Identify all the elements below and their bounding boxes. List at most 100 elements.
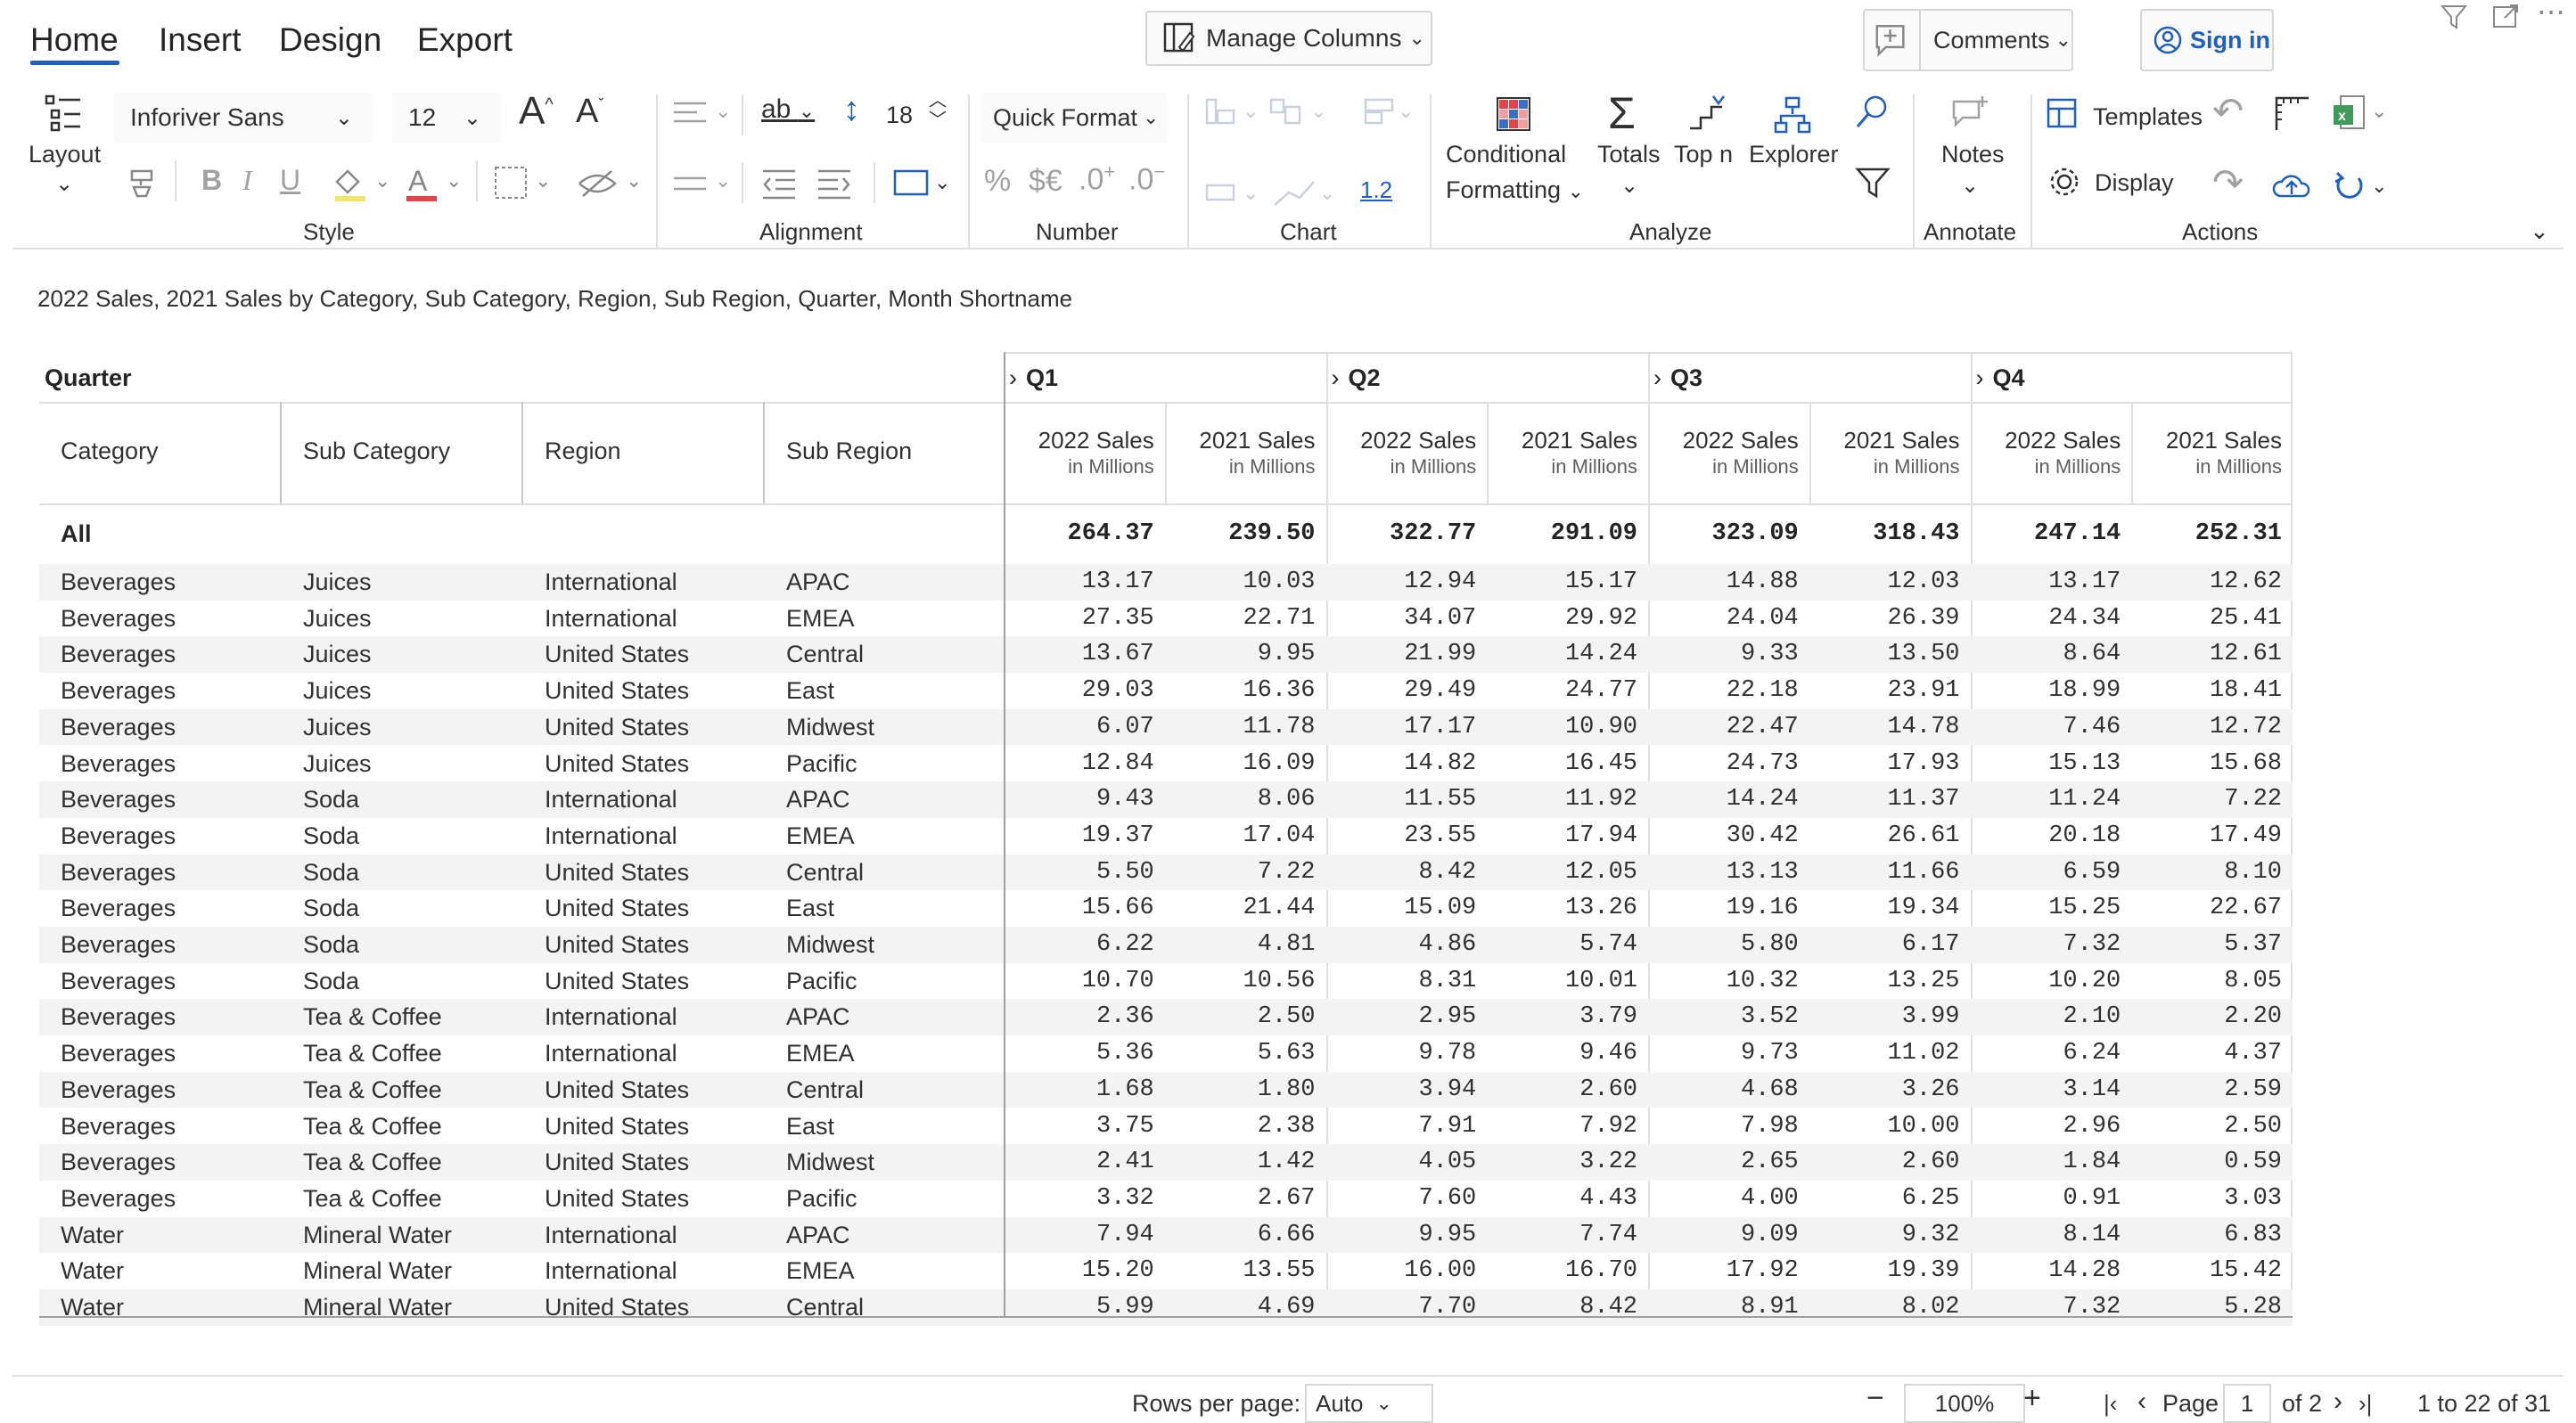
quarter-header-q1[interactable]: › Q1	[1009, 364, 1059, 391]
bold-button[interactable]: B	[201, 164, 223, 196]
decrease-font-icon[interactable]: Aˇ	[576, 93, 604, 130]
chevron-right-icon[interactable]: ›	[1653, 364, 1661, 391]
measure-header-q4-2022[interactable]: 2022 Sales in Millions	[2005, 427, 2121, 478]
cloud-upload-icon[interactable]	[2271, 168, 2312, 203]
last-page-icon[interactable]: ›|	[2359, 1390, 2373, 1417]
templates-button[interactable]: Templates	[2093, 103, 2203, 130]
line-height-value[interactable]: 18	[886, 102, 914, 128]
hide-icon[interactable]: ⌄	[576, 166, 647, 201]
first-page-icon[interactable]: |‹	[2104, 1390, 2118, 1417]
excel-export-icon[interactable]: x ⌄	[2332, 93, 2394, 134]
more-options-icon[interactable]: ⋯	[2537, 0, 2565, 28]
value-cell: 10.56	[1243, 967, 1316, 994]
page-number-input[interactable]: 1	[2223, 1384, 2271, 1423]
prev-page-icon[interactable]: ‹	[2137, 1386, 2146, 1416]
line-height-icon[interactable]: ↕	[843, 91, 860, 128]
cell-border-icon[interactable]: ⌄	[891, 166, 956, 201]
filter-icon[interactable]	[2439, 2, 2469, 32]
display-button[interactable]: Display	[2095, 169, 2174, 196]
currency-format-icon[interactable]: $€	[1029, 164, 1062, 198]
measure-header-q1-2021[interactable]: 2021 Sales in Millions	[1199, 427, 1316, 478]
chevron-right-icon[interactable]: ›	[1975, 364, 1984, 391]
measure-header-q1-2022[interactable]: 2022 Sales in Millions	[1038, 427, 1154, 478]
format-painter-icon[interactable]	[125, 164, 164, 200]
filter-icon[interactable]	[1854, 164, 1891, 201]
explorer-label[interactable]: Explorer	[1749, 141, 1839, 168]
layout-label[interactable]: Layout	[29, 141, 102, 168]
quick-format-select[interactable]: Quick Format ⌄	[980, 93, 1168, 143]
spinner-icon[interactable]: ︿ ﹀	[929, 91, 947, 130]
increase-indent-icon[interactable]	[815, 166, 854, 201]
row-cell-subregion: EMEA	[786, 1257, 855, 1285]
quarter-header-q4[interactable]: › Q4	[1975, 364, 2025, 391]
zoom-out-button[interactable]: −	[1866, 1381, 1884, 1415]
chart-data-label-button[interactable]: 1.2	[1360, 176, 1393, 203]
text-wrap-icon[interactable]: ab ⌄	[761, 94, 816, 124]
measure-header-q3-2022[interactable]: 2022 Sales in Millions	[1682, 427, 1799, 478]
table-row: Beverages Soda United States Midwest 6.22 4.8…	[39, 927, 2293, 963]
zoom-in-button[interactable]: +	[2023, 1381, 2041, 1415]
font-family-select[interactable]: Inforiver Sans ⌄	[114, 93, 373, 143]
chevron-right-icon[interactable]: ›	[1009, 364, 1017, 391]
refresh-icon[interactable]: ⌄	[2332, 168, 2391, 203]
font-color-icon[interactable]: A ⌄	[403, 164, 465, 203]
undo-icon[interactable]: ↶	[2212, 90, 2244, 132]
sum-icon: Σ	[1608, 88, 1636, 138]
column-header-region[interactable]: Region	[545, 438, 621, 464]
search-icon[interactable]	[1852, 93, 1891, 132]
rows-per-page-select[interactable]: Auto ⌄	[1305, 1384, 1433, 1423]
increase-decimal-icon[interactable]: .0+	[1079, 160, 1116, 197]
measure-header-q3-2021[interactable]: 2021 Sales in Millions	[1843, 427, 1960, 478]
quarter-header-q3[interactable]: › Q3	[1653, 364, 1703, 391]
totals-label[interactable]: Totals	[1597, 141, 1661, 168]
column-header-sub-region[interactable]: Sub Region	[786, 438, 913, 464]
fill-color-icon[interactable]: ⌄	[332, 164, 394, 203]
chevron-down-icon[interactable]: ⌄	[1961, 174, 1980, 198]
font-size-select[interactable]: 12 ⌄	[392, 93, 501, 143]
tab-insert[interactable]: Insert	[159, 21, 242, 58]
focus-mode-icon[interactable]	[2490, 2, 2521, 32]
chevron-down-icon[interactable]: ⌄	[1620, 174, 1639, 198]
manage-columns-button[interactable]: Manage Columns ⌄	[1145, 11, 1432, 66]
column-header-sub-category[interactable]: Sub Category	[303, 438, 451, 464]
italic-button[interactable]: I	[242, 164, 252, 196]
vertical-align-icon[interactable]: ⌄	[670, 166, 733, 201]
sign-in-button[interactable]: Sign in	[2140, 9, 2274, 71]
conditional-formatting-label[interactable]: Conditional	[1446, 141, 1567, 168]
row-cell-region: International	[545, 1003, 677, 1031]
measure-header-q2-2022[interactable]: 2022 Sales in Millions	[1360, 427, 1477, 478]
row-cell-subregion: Midwest	[786, 1149, 875, 1176]
quarter-header-q2[interactable]: › Q2	[1331, 364, 1381, 391]
increase-font-icon[interactable]: A^	[519, 89, 554, 133]
decrease-decimal-icon[interactable]: .0−	[1128, 160, 1166, 197]
value-cell: 2.95	[1418, 1003, 1477, 1031]
collapse-ribbon-icon[interactable]: ⌄	[2530, 217, 2549, 244]
svg-text:⌄: ⌄	[1243, 182, 1259, 204]
borders-icon[interactable]: ⌄	[492, 164, 554, 203]
chart-style-icons[interactable]: ⌄ ⌄	[1203, 175, 1399, 210]
underline-button[interactable]: U	[280, 164, 301, 196]
tab-home[interactable]: Home	[30, 21, 119, 58]
next-page-icon[interactable]: ›	[2334, 1386, 2342, 1416]
tab-export[interactable]: Export	[417, 21, 513, 58]
percent-format-icon[interactable]: %	[984, 164, 1012, 198]
chevron-down-icon[interactable]: ⌄	[55, 172, 74, 196]
comments-button[interactable]: Comments ⌄	[1863, 9, 2073, 71]
tab-design[interactable]: Design	[279, 21, 382, 58]
measure-header-q4-2021[interactable]: 2021 Sales in Millions	[2165, 427, 2282, 478]
measure-header-q2-2021[interactable]: 2021 Sales in Millions	[1521, 427, 1637, 478]
redo-icon[interactable]: ↷	[2212, 161, 2244, 203]
ruler-icon[interactable]	[2273, 94, 2312, 134]
zoom-level[interactable]: 100%	[1904, 1384, 2025, 1423]
chevron-right-icon[interactable]: ›	[1331, 364, 1340, 391]
decrease-indent-icon[interactable]	[759, 166, 799, 201]
chart-type-icons[interactable]: ⌄ ⌄ ⌄	[1203, 94, 1533, 130]
column-header-category[interactable]: Category	[61, 438, 159, 464]
value-cell: 11.66	[1887, 858, 1960, 886]
value-cell: 10.70	[1081, 967, 1154, 994]
top-n-label[interactable]: Top n	[1674, 141, 1734, 168]
horizontal-align-icon[interactable]: ⌄	[670, 96, 733, 132]
notes-label[interactable]: Notes	[1941, 141, 2005, 168]
value-cell: 7.92	[1579, 1112, 1637, 1140]
conditional-formatting-label-2[interactable]: Formatting ⌄	[1446, 176, 1584, 203]
